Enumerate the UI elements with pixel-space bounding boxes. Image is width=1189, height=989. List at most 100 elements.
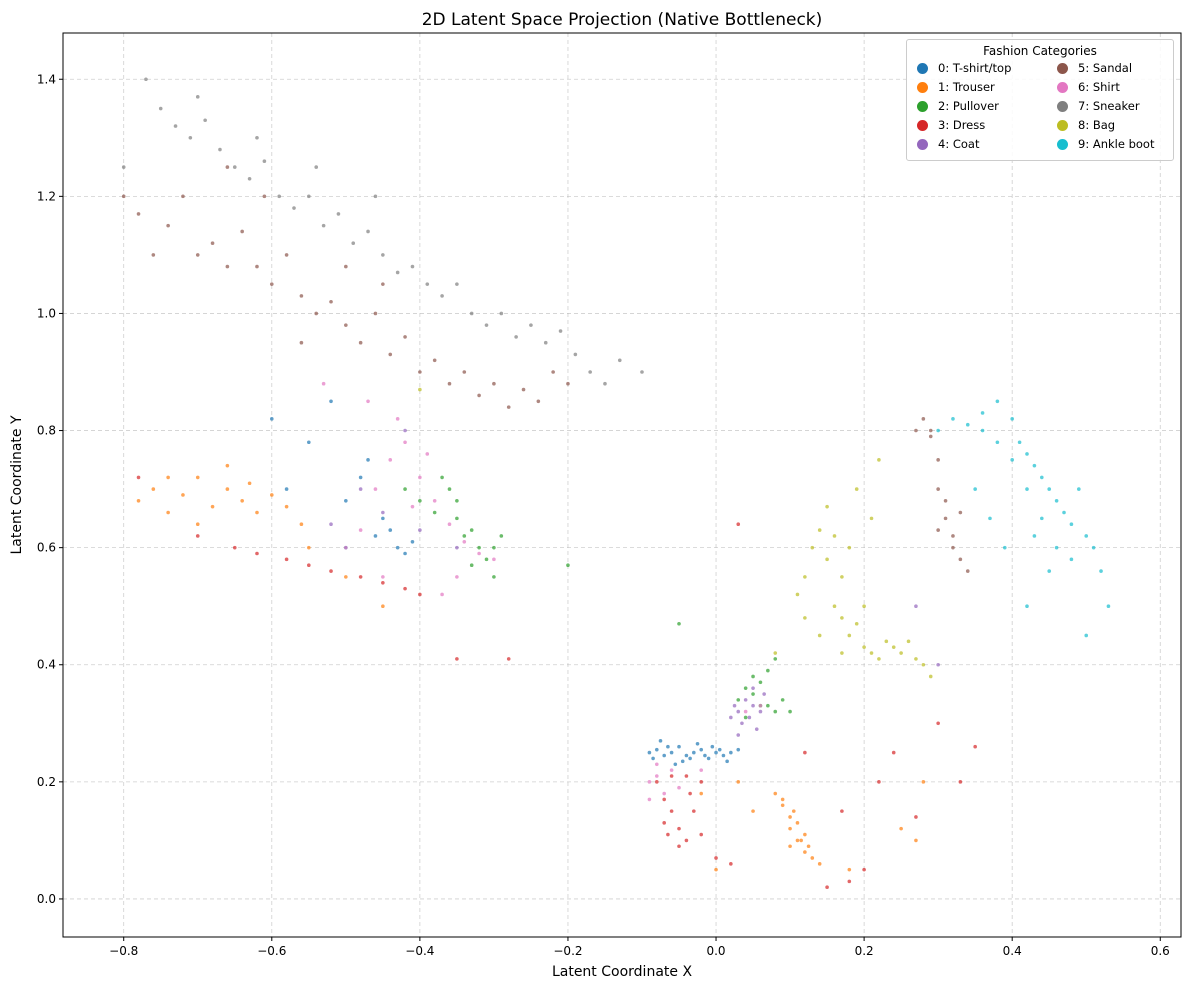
legend-label: 7: Sneaker <box>1078 99 1140 113</box>
series-0 <box>269 399 741 767</box>
data-point <box>810 856 815 860</box>
data-point <box>551 370 555 374</box>
data-point <box>988 516 992 521</box>
data-point <box>455 545 459 550</box>
data-point <box>462 534 467 538</box>
x-axis-label: Latent Coordinate X <box>552 964 692 980</box>
data-point <box>640 370 644 374</box>
series-3 <box>136 475 977 890</box>
data-point <box>299 294 304 298</box>
data-point <box>358 487 363 491</box>
data-point <box>514 335 518 339</box>
data-point <box>677 785 681 790</box>
data-point <box>1054 499 1059 503</box>
data-point <box>884 639 889 644</box>
data-point <box>195 253 200 257</box>
data-point <box>366 229 370 234</box>
data-point <box>662 753 667 758</box>
data-point <box>210 241 215 245</box>
data-point <box>973 487 977 491</box>
data-point <box>269 282 274 286</box>
data-point <box>773 651 778 655</box>
data-point <box>381 575 385 579</box>
legend-entry: 4: Coat <box>917 136 1057 152</box>
data-point <box>136 475 141 480</box>
data-point <box>492 557 496 562</box>
data-point <box>788 844 792 849</box>
data-point <box>862 867 866 872</box>
data-point <box>817 862 822 866</box>
data-point <box>195 95 200 99</box>
data-point <box>847 879 852 884</box>
data-point <box>877 657 881 661</box>
data-point <box>1069 522 1074 527</box>
data-point <box>469 563 474 568</box>
data-point <box>751 809 755 813</box>
data-point <box>1099 569 1103 573</box>
data-point <box>336 212 341 216</box>
data-point <box>980 411 985 415</box>
data-point <box>729 750 733 755</box>
data-points <box>121 77 1111 890</box>
data-point <box>899 651 903 655</box>
data-point <box>1040 475 1044 480</box>
data-point <box>299 340 304 345</box>
data-point <box>803 850 807 854</box>
data-point <box>862 645 866 649</box>
data-point <box>806 844 811 849</box>
plot-frame <box>62 32 1182 938</box>
legend-entry: 7: Sneaker <box>1057 98 1177 114</box>
data-point <box>751 703 755 708</box>
data-point <box>788 826 792 831</box>
x-tick-label: −0.6 <box>257 944 286 958</box>
data-point <box>381 510 385 515</box>
data-point <box>736 522 741 527</box>
data-point <box>677 744 681 749</box>
legend-label: 1: Trouser <box>938 80 995 94</box>
data-point <box>566 563 570 568</box>
data-point <box>647 797 652 802</box>
data-point <box>344 264 348 269</box>
data-point <box>255 551 259 556</box>
data-point <box>403 335 407 339</box>
data-point <box>181 194 185 199</box>
data-point <box>351 241 356 245</box>
data-point <box>980 428 985 433</box>
data-point <box>832 604 837 608</box>
data-point <box>721 753 726 758</box>
data-point <box>1091 545 1096 550</box>
data-point <box>1017 440 1022 445</box>
data-point <box>410 539 415 544</box>
data-point <box>477 545 481 550</box>
data-point <box>440 294 444 298</box>
data-point <box>936 458 940 462</box>
y-tick-label: 1.2 <box>37 189 56 203</box>
data-point <box>1077 487 1081 491</box>
legend-entry: 5: Sandal <box>1057 60 1177 76</box>
data-point <box>358 575 363 579</box>
legend: Fashion Categories 0: T-shirt/top 5: Sand… <box>906 39 1174 161</box>
x-tick-label: −0.2 <box>553 944 582 958</box>
data-point <box>810 545 815 550</box>
data-point <box>780 803 785 808</box>
data-point <box>247 176 252 181</box>
data-point <box>906 639 911 644</box>
legend-marker-icon <box>1057 81 1068 93</box>
data-point <box>869 516 874 521</box>
data-point <box>654 774 659 778</box>
data-point <box>284 253 289 257</box>
series-6 <box>321 381 763 802</box>
data-point <box>151 253 156 257</box>
data-point <box>743 715 748 720</box>
data-point <box>943 516 948 521</box>
y-tick-label: 1.4 <box>37 72 56 86</box>
data-point <box>344 545 348 550</box>
legend-label: 4: Coat <box>938 137 980 151</box>
data-point <box>269 493 274 497</box>
data-point <box>381 604 385 608</box>
data-point <box>958 510 963 515</box>
data-point <box>692 809 696 813</box>
data-point <box>654 762 659 767</box>
data-point <box>762 692 766 696</box>
data-point <box>447 381 452 386</box>
